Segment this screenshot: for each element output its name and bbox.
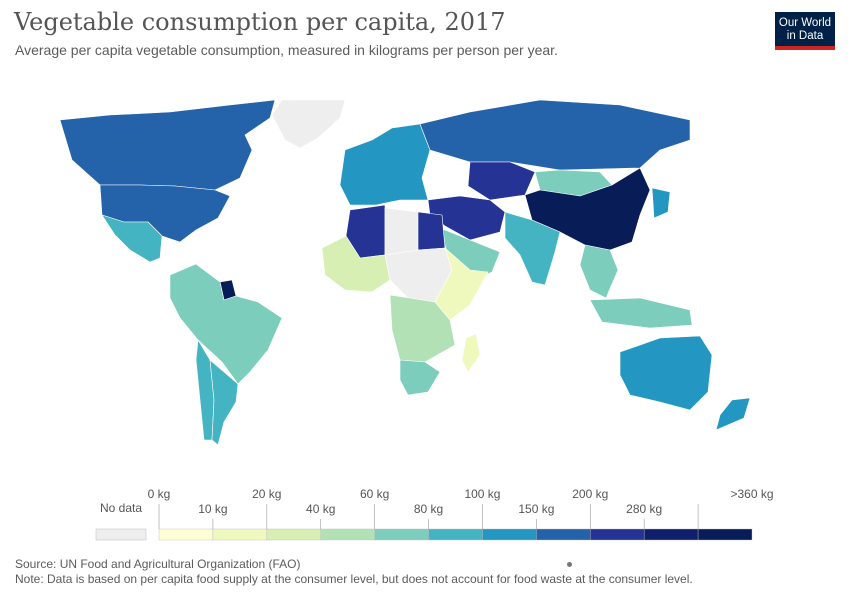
legend-label: 100 kg	[464, 487, 500, 501]
logo-line-1: Our World	[778, 17, 832, 29]
region-indonesia[interactable]	[589, 297, 693, 329]
legend-label: 150 kg	[518, 502, 554, 516]
source-note: Source: UN Food and Agricultural Organiz…	[15, 557, 301, 571]
legend-swatch	[536, 528, 591, 541]
world-map[interactable]	[0, 80, 850, 480]
legend-label: 0 kg	[148, 487, 171, 501]
legend-label: 40 kg	[306, 502, 335, 516]
legend-label: 10 kg	[198, 502, 227, 516]
chart-title: Vegetable consumption per capita, 2017	[14, 8, 506, 36]
legend-swatch	[374, 528, 429, 541]
region-argentina[interactable]	[209, 359, 239, 446]
legend-label: 200 kg	[572, 487, 608, 501]
region-kazakhstan[interactable]	[467, 161, 536, 201]
region-south-africa[interactable]	[399, 359, 441, 396]
region-russia[interactable]	[419, 99, 691, 171]
pagination-dot[interactable]	[567, 562, 572, 567]
region-canada[interactable]	[59, 99, 276, 191]
legend-no-data-label: No data	[100, 501, 142, 515]
region-india[interactable]	[504, 211, 561, 286]
legend-label: >360 kg	[730, 487, 773, 501]
region-japan[interactable]	[651, 187, 671, 219]
region-libya[interactable]	[384, 207, 419, 256]
legend-label: 280 kg	[626, 502, 662, 516]
region-southern-africa[interactable]	[389, 294, 456, 363]
legend: No data 0 kg 10 kg 20 kg 40 kg 60 kg 80 kg 100…	[95, 487, 774, 541]
legend-swatch	[158, 528, 214, 541]
chart-subtitle: Average per capita vegetable consumption…	[15, 42, 558, 58]
region-greenland[interactable]	[271, 99, 346, 149]
legend-swatch	[320, 528, 375, 541]
region-east-africa[interactable]	[434, 247, 489, 321]
region-chile[interactable]	[195, 339, 215, 441]
region-southeast-asia[interactable]	[579, 244, 619, 299]
legend-swatch	[266, 528, 321, 541]
region-new-zealand[interactable]	[715, 397, 751, 431]
legend-label: 20 kg	[252, 487, 281, 501]
legend-swatch	[212, 528, 268, 541]
legend-no-data-swatch	[95, 528, 147, 541]
region-australia[interactable]	[619, 335, 713, 411]
owid-logo[interactable]: Our World in Data	[775, 12, 835, 50]
legend-label: 60 kg	[360, 487, 389, 501]
region-south-america[interactable]	[169, 263, 283, 385]
legend-swatch	[697, 528, 753, 541]
region-europe[interactable]	[339, 123, 431, 206]
region-madagascar[interactable]	[461, 333, 481, 373]
legend-swatch	[428, 528, 483, 541]
region-egypt[interactable]	[417, 211, 446, 251]
legend-label: 80 kg	[414, 502, 443, 516]
logo-accent-bar	[775, 46, 835, 50]
data-note: Note: Data is based on per capita food s…	[15, 572, 693, 586]
legend-swatch	[643, 528, 699, 541]
region-mexico[interactable]	[101, 214, 163, 263]
legend-swatch	[482, 528, 537, 541]
legend-swatch	[590, 528, 645, 541]
logo-line-2: in Data	[786, 30, 824, 42]
